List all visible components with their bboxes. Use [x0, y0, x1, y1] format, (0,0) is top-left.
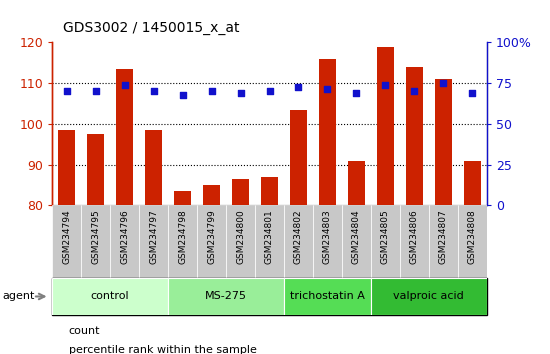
Point: [265, 88, 274, 94]
Bar: [319, 59, 336, 205]
Bar: [58, 130, 75, 205]
Bar: [342, 205, 371, 278]
Bar: [464, 161, 481, 205]
Bar: [52, 205, 81, 278]
Point: [352, 91, 361, 96]
Point: [91, 88, 100, 94]
Bar: [434, 79, 452, 205]
Text: GSM234800: GSM234800: [236, 209, 245, 264]
Point: [323, 86, 332, 92]
Text: control: control: [91, 291, 129, 302]
Bar: [110, 205, 139, 278]
Point: [410, 88, 419, 94]
Bar: [284, 278, 371, 315]
Bar: [348, 161, 365, 205]
Bar: [255, 205, 284, 278]
Bar: [284, 205, 313, 278]
Bar: [174, 191, 191, 205]
Text: count: count: [69, 326, 100, 336]
Text: GSM234804: GSM234804: [352, 209, 361, 264]
Bar: [261, 177, 278, 205]
Text: GSM234796: GSM234796: [120, 209, 129, 264]
Bar: [232, 179, 249, 205]
Bar: [377, 47, 394, 205]
Bar: [429, 205, 458, 278]
Bar: [139, 205, 168, 278]
Bar: [116, 69, 133, 205]
Bar: [145, 130, 162, 205]
Text: GSM234807: GSM234807: [439, 209, 448, 264]
Bar: [168, 278, 284, 315]
Point: [294, 84, 303, 90]
Text: GSM234805: GSM234805: [381, 209, 390, 264]
Bar: [406, 67, 423, 205]
Point: [236, 91, 245, 96]
Point: [381, 82, 390, 88]
Bar: [290, 110, 307, 205]
Text: GSM234808: GSM234808: [468, 209, 477, 264]
Point: [149, 88, 158, 94]
Bar: [226, 205, 255, 278]
Text: GSM234801: GSM234801: [265, 209, 274, 264]
Text: GDS3002 / 1450015_x_at: GDS3002 / 1450015_x_at: [63, 21, 240, 35]
Bar: [87, 134, 104, 205]
Text: GSM234795: GSM234795: [91, 209, 100, 264]
Text: trichostatin A: trichostatin A: [290, 291, 365, 302]
Text: valproic acid: valproic acid: [393, 291, 464, 302]
Text: agent: agent: [3, 291, 35, 302]
Bar: [52, 278, 168, 315]
Bar: [458, 205, 487, 278]
Text: GSM234794: GSM234794: [62, 209, 72, 264]
Text: GSM234806: GSM234806: [410, 209, 419, 264]
Point: [439, 80, 448, 86]
Text: percentile rank within the sample: percentile rank within the sample: [69, 346, 257, 354]
Bar: [197, 205, 226, 278]
Bar: [81, 205, 110, 278]
Point: [468, 91, 477, 96]
Bar: [371, 278, 487, 315]
Text: GSM234799: GSM234799: [207, 209, 216, 264]
Point: [178, 92, 187, 98]
Text: GSM234803: GSM234803: [323, 209, 332, 264]
Text: MS-275: MS-275: [205, 291, 247, 302]
Point: [62, 88, 71, 94]
Bar: [313, 205, 342, 278]
Bar: [371, 205, 400, 278]
Text: GSM234798: GSM234798: [178, 209, 187, 264]
Bar: [400, 205, 429, 278]
Point: [207, 88, 216, 94]
Point: [120, 82, 129, 88]
Bar: [203, 185, 220, 205]
Bar: [168, 205, 197, 278]
Text: GSM234797: GSM234797: [149, 209, 158, 264]
Text: GSM234802: GSM234802: [294, 209, 303, 264]
